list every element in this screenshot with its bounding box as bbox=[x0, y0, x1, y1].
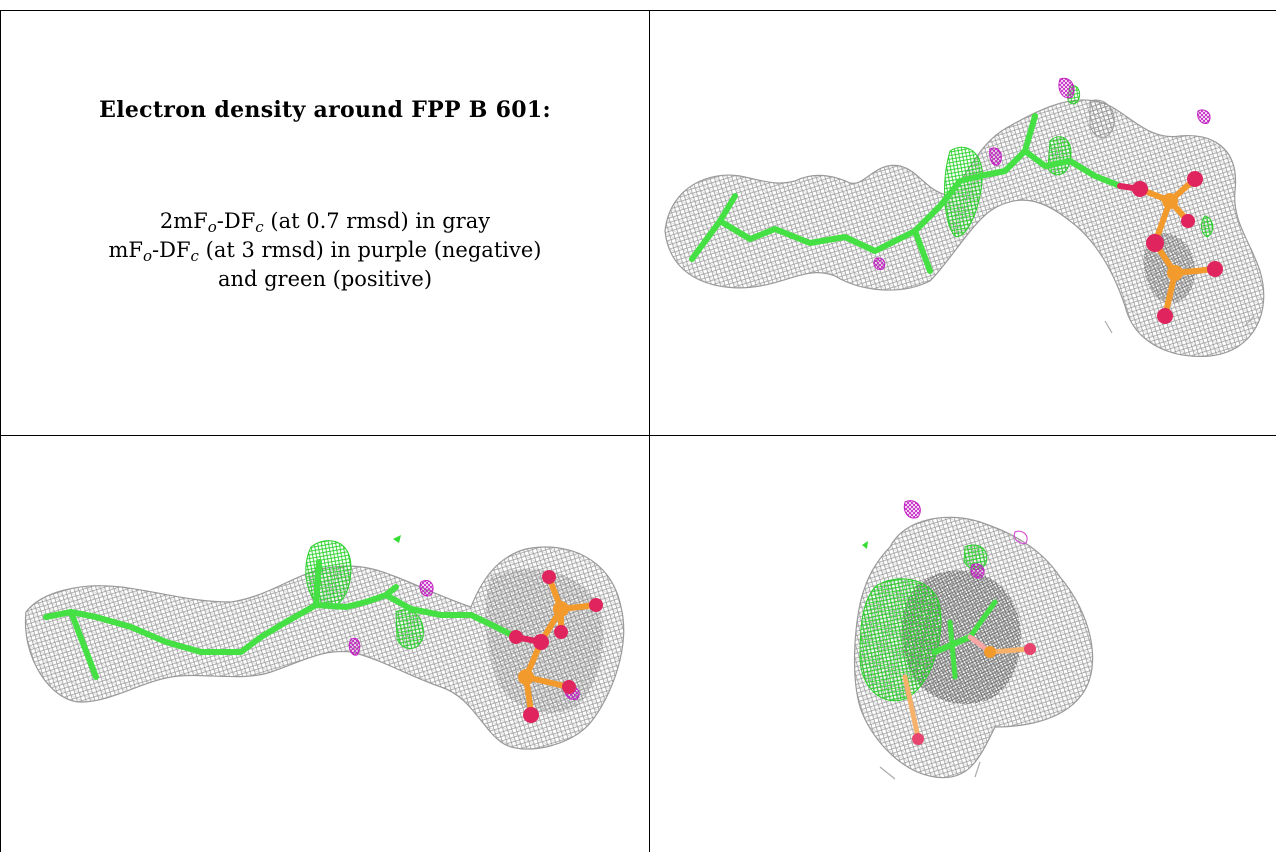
purple-negative-density-b bbox=[419, 580, 434, 597]
oxygen-atom-5 bbox=[1207, 261, 1223, 277]
purple-negative-density-a bbox=[348, 637, 361, 656]
fpp-carbon-branch-b bbox=[967, 599, 998, 640]
fpp-methyl-branch-c bbox=[1022, 113, 1038, 154]
figure-title: Electron density around FPP B 601: bbox=[99, 97, 551, 123]
oxygen-atom-2 bbox=[1187, 171, 1203, 187]
gray-mesh-fragments bbox=[879, 761, 981, 780]
border-middle-vertical bbox=[649, 10, 650, 852]
oxygen-atom-5 bbox=[533, 634, 549, 650]
phosphate-bond-b bbox=[902, 674, 921, 740]
figure-legend: 2mFo-DFc (at 0.7 rmsd) in gray mFo-DFc (… bbox=[1, 207, 649, 294]
purple-negative-density-a bbox=[989, 147, 1002, 166]
gray-density-blob bbox=[1089, 99, 1115, 138]
oxygen-atom-1 bbox=[1024, 643, 1036, 655]
oxygen-atom-3 bbox=[589, 598, 603, 612]
fpp-methyl-branch-a bbox=[717, 193, 738, 224]
purple-negative-density-a bbox=[903, 500, 921, 519]
density-render-top-right bbox=[664, 77, 1265, 358]
green-positive-density-d bbox=[1201, 215, 1214, 238]
green-positive-density-b bbox=[1047, 136, 1072, 176]
oxygen-atom-4 bbox=[554, 625, 568, 639]
gray-density-mesh bbox=[24, 546, 625, 750]
border-top bbox=[0, 10, 1276, 11]
fpp-carbon-chain bbox=[689, 148, 1123, 262]
border-middle-horizontal bbox=[0, 435, 1276, 436]
legend-line-2fo-fc: 2mFo-DFc (at 0.7 rmsd) in gray bbox=[159, 209, 491, 236]
phosphorus-atom-1 bbox=[1162, 193, 1178, 209]
caption-cell: Electron density around FPP B 601: 2mFo-… bbox=[1, 11, 649, 435]
fpp-methyl-branch-a bbox=[68, 609, 99, 680]
purple-negative-density-c bbox=[1013, 530, 1028, 544]
view-top-right bbox=[650, 11, 1276, 435]
view-bottom-right bbox=[650, 437, 1276, 852]
oxygen-atom-2 bbox=[542, 570, 556, 584]
phosphorus-atom-2 bbox=[518, 669, 534, 685]
fpp-methyl-branch-c bbox=[383, 584, 399, 598]
purple-negative-density-b bbox=[970, 563, 985, 579]
oxygen-atom-6 bbox=[1157, 308, 1173, 324]
green-positive-density-b bbox=[963, 544, 988, 570]
purple-negative-density-b bbox=[1058, 77, 1075, 99]
purple-negative-density-d bbox=[873, 257, 886, 270]
green-positive-density-c bbox=[393, 535, 401, 543]
border-left bbox=[0, 10, 1, 852]
view-bottom-left bbox=[1, 437, 649, 852]
phosphate-bond-a bbox=[987, 646, 1033, 655]
fpp-methyl-branch-b bbox=[313, 559, 322, 608]
fpp-carbon-branch bbox=[947, 619, 958, 680]
phosphorus-atom-1 bbox=[984, 646, 996, 658]
oxygen-atom-3 bbox=[1181, 214, 1195, 228]
oxygen-atom-2 bbox=[912, 733, 924, 745]
phosphorus-atom-2 bbox=[1167, 265, 1183, 281]
oxygen-atom-7 bbox=[562, 680, 576, 694]
green-positive-density-c bbox=[862, 541, 868, 549]
legend-line-positive: and green (positive) bbox=[217, 267, 433, 291]
oxygen-atom-1 bbox=[1132, 181, 1148, 197]
purple-negative-density-c bbox=[1197, 109, 1211, 124]
green-positive-density-a bbox=[859, 578, 942, 702]
density-render-bottom-right bbox=[853, 500, 1094, 780]
gray-mesh-fragments bbox=[1104, 315, 1255, 334]
oxygen-atom-4 bbox=[1146, 234, 1164, 252]
phosphorus-atom-1 bbox=[553, 601, 569, 617]
fpp-methyl-branch-b bbox=[912, 228, 933, 274]
oxygen-atom-6 bbox=[523, 707, 539, 723]
legend-line-fo-fc: mFo-DFc (at 3 rmsd) in purple (negative) bbox=[108, 238, 542, 265]
density-render-bottom-left bbox=[24, 535, 625, 750]
oxygen-atom-1 bbox=[509, 630, 523, 644]
fpp-carbon-chain bbox=[43, 592, 519, 655]
